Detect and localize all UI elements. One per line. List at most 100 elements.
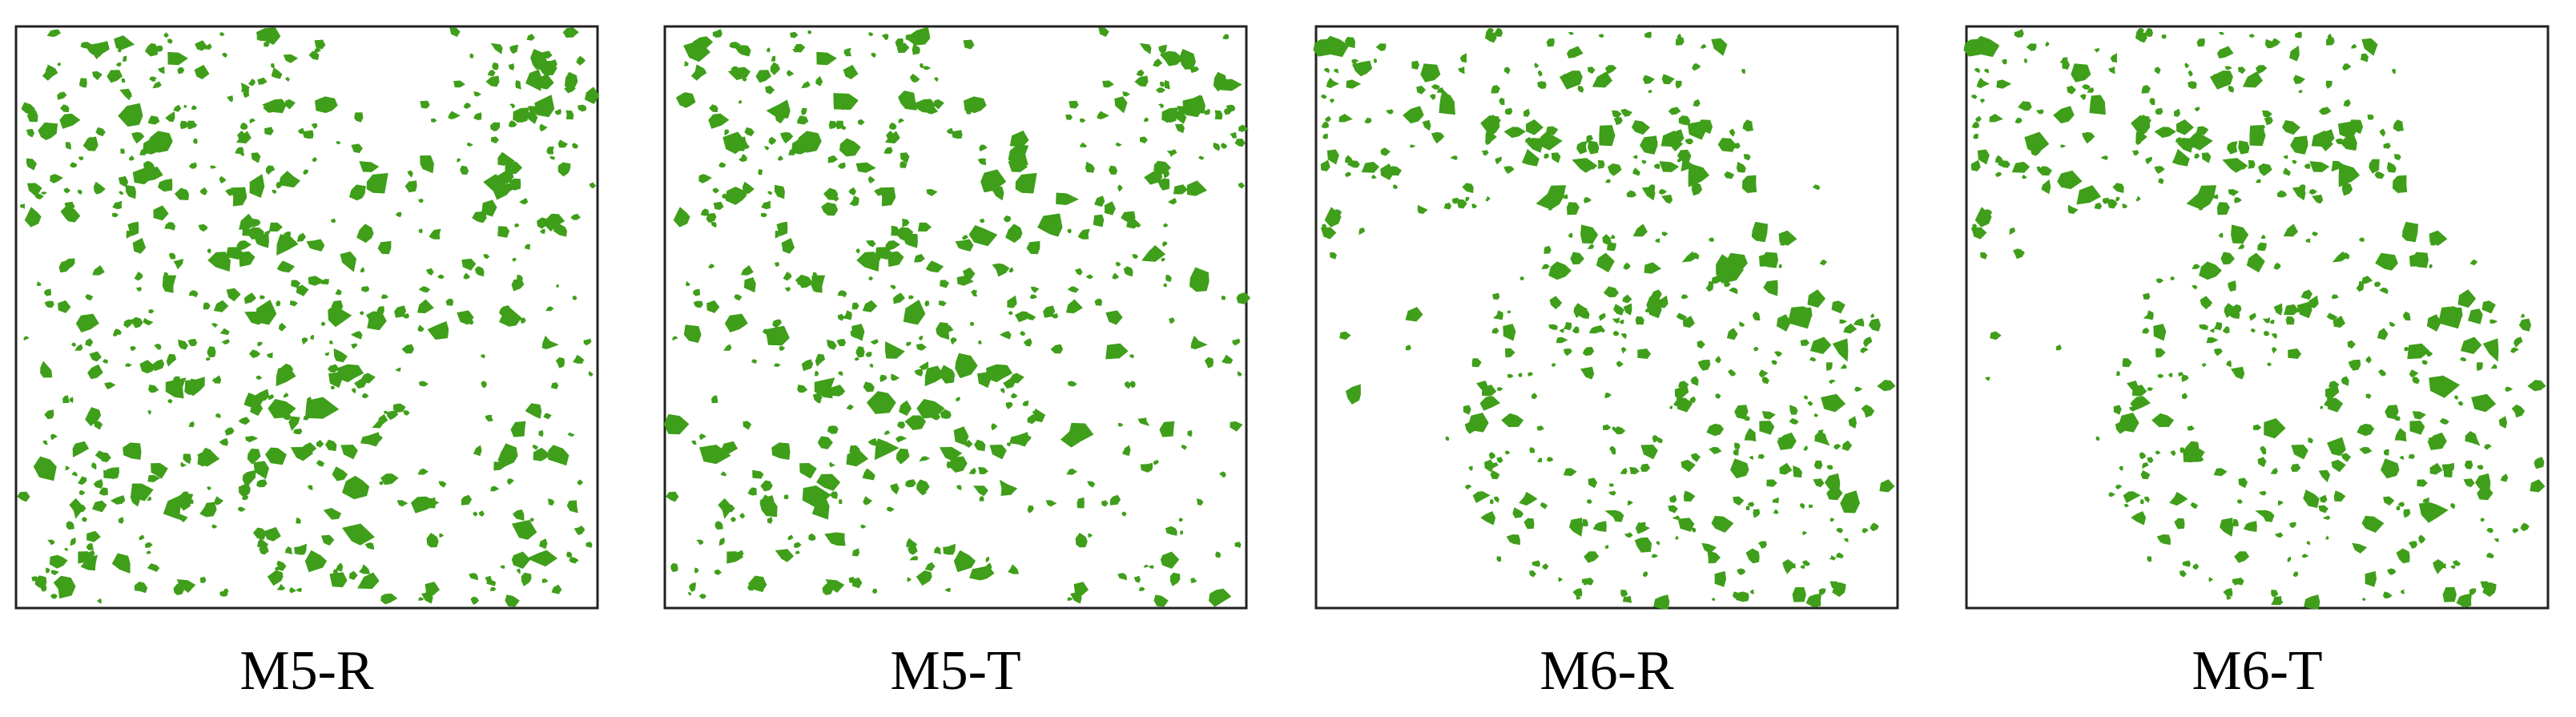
- vegetation-patch: [1161, 257, 1165, 262]
- vegetation-patch: [890, 284, 896, 290]
- vegetation-patch: [2290, 135, 2308, 155]
- vegetation-patch: [1777, 432, 1797, 450]
- vegetation-patch: [2332, 316, 2345, 328]
- vegetation-patch: [543, 413, 552, 420]
- vegetation-patch: [33, 456, 57, 481]
- vegetation-patch: [2115, 196, 2120, 202]
- vegetation-patch: [349, 184, 366, 201]
- vegetation-patch: [1751, 221, 1769, 243]
- vegetation-patch: [1676, 34, 1682, 40]
- vegetation-patch: [1238, 182, 1246, 189]
- vegetation-patch: [147, 496, 152, 501]
- vegetation-patch: [117, 47, 122, 53]
- vegetation-patch: [271, 63, 275, 69]
- vegetation-patch: [304, 550, 328, 573]
- vegetation-patch: [1692, 63, 1701, 71]
- vegetation-patch: [827, 339, 837, 350]
- vegetation-patch: [231, 187, 248, 207]
- vegetation-patch: [1743, 154, 1751, 161]
- vegetation-patch: [1691, 182, 1703, 196]
- vegetation-patch: [2037, 166, 2052, 176]
- vegetation-patch: [1661, 232, 1668, 236]
- vegetation-patch: [720, 471, 727, 477]
- vegetation-patch: [473, 511, 478, 517]
- vegetation-patch: [2454, 395, 2459, 400]
- vegetation-patch: [2124, 503, 2129, 508]
- vegetation-patch: [1077, 497, 1085, 509]
- vegetation-patch: [2429, 264, 2433, 268]
- vegetation-patch: [1215, 551, 1222, 558]
- vegetation-patch: [1832, 338, 1849, 362]
- vegetation-patch: [2365, 393, 2372, 399]
- vegetation-patch: [885, 240, 900, 252]
- vegetation-patch: [790, 31, 799, 38]
- vegetation-patch: [403, 409, 410, 416]
- vegetation-patch: [718, 162, 727, 168]
- vegetation-patch: [17, 491, 30, 502]
- vegetation-patch: [321, 534, 335, 546]
- vegetation-patch: [332, 569, 339, 574]
- vegetation-patch: [1499, 97, 1505, 105]
- vegetation-patch: [863, 381, 875, 393]
- vegetation-patch: [547, 498, 555, 506]
- vegetation-patch: [1551, 152, 1561, 163]
- vegetation-patch: [1488, 452, 1496, 460]
- vegetation-patch: [2237, 244, 2245, 249]
- vegetation-patch: [85, 338, 94, 347]
- vegetation-patch: [555, 356, 565, 369]
- vegetation-patch: [2147, 387, 2154, 392]
- vegetation-patch: [509, 178, 521, 191]
- vegetation-patch: [242, 225, 252, 236]
- vegetation-patch: [708, 264, 715, 269]
- vegetation-patch: [708, 113, 730, 129]
- vegetation-patch: [1392, 184, 1398, 189]
- vegetation-patch: [2356, 280, 2364, 292]
- vegetation-patch: [689, 583, 696, 592]
- vegetation-patch: [1551, 363, 1556, 368]
- vegetation-patch: [1238, 124, 1249, 132]
- vegetation-patch: [588, 371, 594, 377]
- vegetation-patch: [550, 382, 559, 389]
- vegetation-patch: [1641, 186, 1656, 201]
- vegetation-patch: [1750, 589, 1755, 594]
- vegetation-patch: [1431, 84, 1440, 90]
- vegetation-patch: [512, 510, 525, 521]
- vegetation-patch: [801, 107, 807, 116]
- vegetation-patch: [930, 412, 941, 421]
- vegetation-patch: [89, 550, 95, 557]
- vegetation-patch: [2192, 563, 2200, 570]
- vegetation-patch: [938, 365, 955, 384]
- vegetation-patch: [1338, 50, 1344, 55]
- vegetation-patch: [1117, 573, 1127, 581]
- vegetation-patch: [2393, 175, 2408, 193]
- vegetation-patch: [989, 445, 1007, 460]
- vegetation-patch: [2401, 221, 2419, 243]
- vegetation-patch: [2417, 479, 2428, 487]
- vegetation-patch: [376, 306, 384, 315]
- vegetation-patch: [1745, 548, 1760, 564]
- vegetation-patch: [513, 107, 529, 123]
- vegetation-patch: [87, 530, 101, 542]
- vegetation-patch: [815, 371, 819, 377]
- vegetation-patch: [896, 421, 906, 429]
- vegetation-patch: [531, 530, 534, 535]
- vegetation-patch: [1701, 542, 1717, 554]
- vegetation-patch: [2262, 317, 2271, 324]
- vegetation-patch: [1605, 179, 1611, 183]
- vegetation-patch: [1218, 471, 1226, 477]
- vegetation-patch: [1576, 141, 1588, 155]
- vegetation-patch: [1010, 393, 1018, 399]
- vegetation-patch: [663, 413, 690, 435]
- vegetation-patch: [706, 300, 720, 313]
- vegetation-patch: [2418, 502, 2449, 523]
- vegetation-patch: [167, 51, 188, 66]
- vegetation-patch: [1567, 46, 1584, 58]
- vegetation-patch: [1492, 310, 1503, 320]
- vegetation-patch: [2450, 565, 2456, 569]
- vegetation-patch: [2110, 53, 2117, 63]
- vegetation-patch: [1140, 136, 1148, 144]
- vegetation-patch: [1678, 381, 1689, 390]
- vegetation-patch: [1153, 160, 1172, 175]
- vegetation-patch: [1163, 223, 1169, 228]
- vegetation-patch: [1234, 139, 1246, 147]
